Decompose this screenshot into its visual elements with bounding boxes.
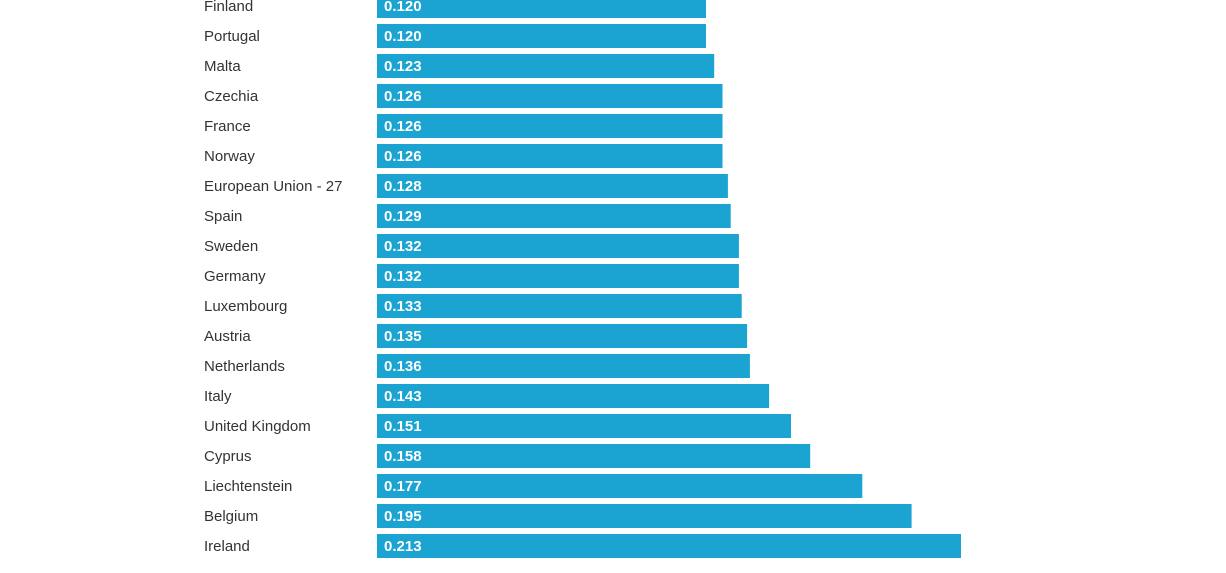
category-label-luxembourg: Luxembourg: [204, 298, 287, 315]
bar-liechtenstein[interactable]: [377, 474, 863, 498]
value-label-czechia: 0.126: [384, 88, 422, 105]
value-labels: 0.120 0.120 0.123 0.126 0.126 0.126 0.128 0.129…: [384, 0, 422, 555]
value-label-belgium: 0.195: [384, 508, 422, 525]
bar-ireland[interactable]: [377, 534, 961, 558]
category-label-european-union-27: European Union - 27: [204, 178, 342, 195]
value-label-france: 0.126: [384, 118, 422, 135]
category-label-italy: Italy: [204, 388, 232, 405]
category-label-united-kingdom: United Kingdom: [204, 418, 311, 435]
value-label-norway: 0.126: [384, 148, 422, 165]
category-label-ireland: Ireland: [204, 538, 250, 555]
bars: [377, 0, 961, 558]
bar-germany[interactable]: [377, 264, 739, 288]
category-label-france: France: [204, 118, 251, 135]
bar-united-kingdom[interactable]: [377, 414, 791, 438]
bar-malta[interactable]: [377, 54, 715, 78]
category-label-sweden: Sweden: [204, 238, 258, 255]
category-label-liechtenstein: Liechtenstein: [204, 478, 292, 495]
bar-italy[interactable]: [377, 384, 770, 408]
category-label-austria: Austria: [204, 328, 251, 345]
value-label-finland: 0.120: [384, 0, 422, 15]
value-label-ireland: 0.213: [384, 538, 422, 555]
bar-netherlands[interactable]: [377, 354, 750, 378]
bar-luxembourg[interactable]: [377, 294, 742, 318]
category-label-germany: Germany: [204, 268, 266, 285]
value-label-germany: 0.132: [384, 268, 422, 285]
category-label-cyprus: Cyprus: [204, 448, 252, 465]
category-labels: Finland Portugal Malta Czechia France Norway E…: [204, 0, 342, 555]
value-label-netherlands: 0.136: [384, 358, 422, 375]
bar-sweden[interactable]: [377, 234, 739, 258]
category-label-portugal: Portugal: [204, 28, 260, 45]
category-label-spain: Spain: [204, 208, 242, 225]
bar-norway[interactable]: [377, 144, 723, 168]
bar-european-union-27[interactable]: [377, 174, 728, 198]
value-label-spain: 0.129: [384, 208, 422, 225]
bar-france[interactable]: [377, 114, 723, 138]
bar-portugal[interactable]: [377, 24, 706, 48]
bar-austria[interactable]: [377, 324, 748, 348]
value-label-portugal: 0.120: [384, 28, 422, 45]
value-label-cyprus: 0.158: [384, 448, 422, 465]
value-label-italy: 0.143: [384, 388, 422, 405]
bar-spain[interactable]: [377, 204, 731, 228]
bar-cyprus[interactable]: [377, 444, 811, 468]
value-label-european-union-27: 0.128: [384, 178, 422, 195]
category-label-netherlands: Netherlands: [204, 358, 285, 375]
value-label-liechtenstein: 0.177: [384, 478, 422, 495]
category-label-norway: Norway: [204, 148, 255, 165]
category-label-czechia: Czechia: [204, 88, 259, 105]
bar-czechia[interactable]: [377, 84, 723, 108]
value-label-sweden: 0.132: [384, 238, 422, 255]
value-label-austria: 0.135: [384, 328, 422, 345]
category-label-belgium: Belgium: [204, 508, 258, 525]
bar-belgium[interactable]: [377, 504, 912, 528]
value-label-united-kingdom: 0.151: [384, 418, 422, 435]
value-label-luxembourg: 0.133: [384, 298, 422, 315]
category-label-malta: Malta: [204, 58, 241, 75]
category-label-finland: Finland: [204, 0, 253, 15]
value-label-malta: 0.123: [384, 58, 422, 75]
bar-finland[interactable]: [377, 0, 706, 18]
